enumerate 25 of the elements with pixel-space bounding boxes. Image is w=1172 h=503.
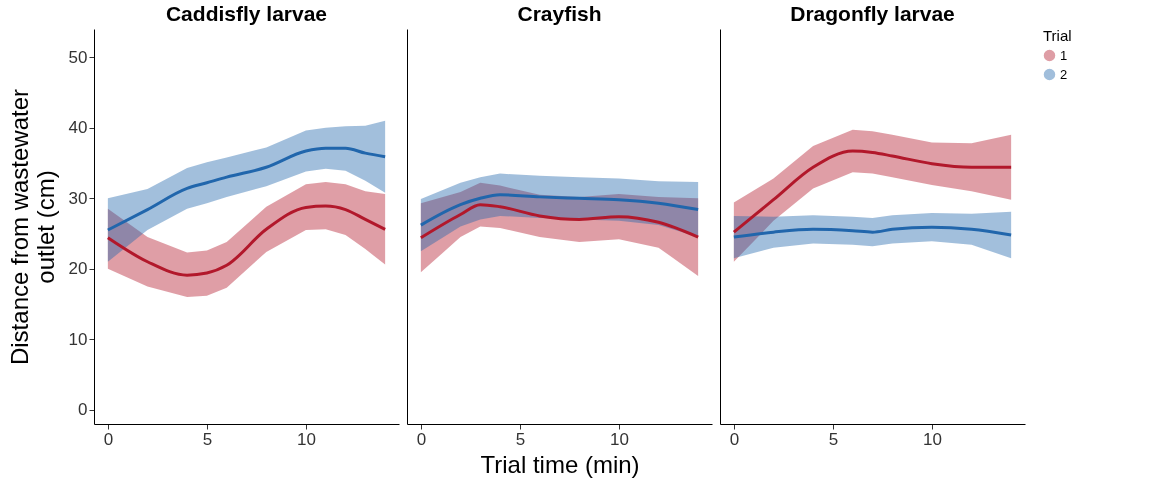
- line-series: [106, 146, 387, 232]
- x-tick-label: 0: [729, 429, 740, 449]
- y-tick-label: 0: [78, 400, 88, 420]
- x-tick-label: 5: [828, 429, 839, 449]
- x-tick-label: 10: [922, 429, 942, 449]
- x-tick-label: 0: [416, 429, 427, 449]
- x-tick-label: 5: [515, 429, 526, 449]
- x-axis-title: Trial time (min): [480, 450, 640, 478]
- y-tick-label: 50: [68, 47, 88, 67]
- legend-label: 2: [1060, 66, 1068, 82]
- chart-title: Caddisfly larvae: [165, 2, 328, 25]
- y-tick-label: 10: [68, 329, 88, 349]
- x-tick-label: 10: [296, 429, 316, 449]
- x-tick-label: 5: [202, 429, 213, 449]
- y-tick-label: 30: [68, 188, 88, 208]
- legend-label: 1: [1060, 47, 1068, 63]
- legend-title: Trial: [1043, 27, 1072, 44]
- y-tick-label: 40: [68, 118, 88, 138]
- chart-title: Crayfish: [517, 2, 602, 25]
- y-tick-label: 20: [68, 259, 88, 279]
- x-tick-label: 0: [103, 429, 114, 449]
- y-axis-title: Distance from wastewater outlet (cm): [5, 88, 59, 366]
- x-tick-label: 10: [609, 429, 629, 449]
- line-series: [106, 204, 387, 277]
- chart-title: Dragonfly larvae: [790, 2, 955, 25]
